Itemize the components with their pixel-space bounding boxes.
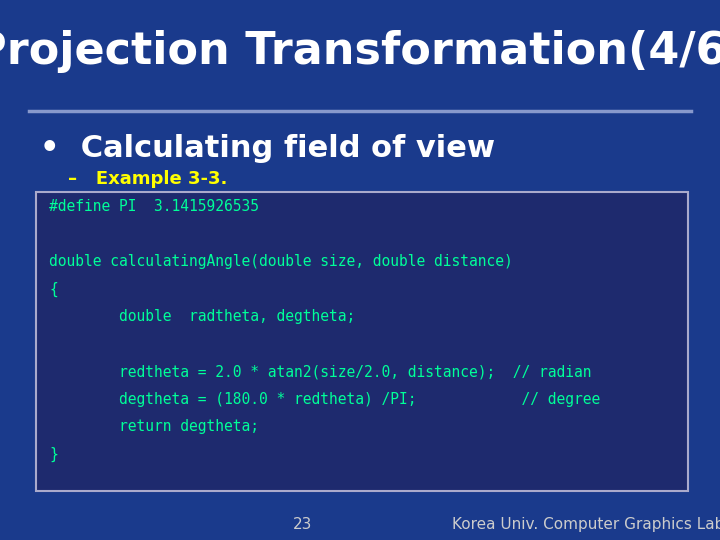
Text: 23: 23 <box>293 517 312 532</box>
Text: redtheta = 2.0 * atan2(size/2.0, distance);  // radian: redtheta = 2.0 * atan2(size/2.0, distanc… <box>49 364 591 379</box>
Text: •  Calculating field of view: • Calculating field of view <box>40 134 495 163</box>
Text: {: { <box>49 281 58 296</box>
Text: degtheta = (180.0 * redtheta) /PI;            // degree: degtheta = (180.0 * redtheta) /PI; // de… <box>49 392 600 407</box>
Text: double  radtheta, degtheta;: double radtheta, degtheta; <box>49 309 355 324</box>
Text: #define PI  3.1415926535: #define PI 3.1415926535 <box>49 199 259 214</box>
Text: Projection Transformation(4/6): Projection Transformation(4/6) <box>0 30 720 73</box>
Text: return degtheta;: return degtheta; <box>49 419 259 434</box>
FancyBboxPatch shape <box>36 192 688 491</box>
Text: double calculatingAngle(double size, double distance): double calculatingAngle(double size, dou… <box>49 254 513 269</box>
Text: }: } <box>49 447 58 462</box>
Text: –   Example 3-3.: – Example 3-3. <box>68 170 228 188</box>
Text: Korea Univ. Computer Graphics Lab.: Korea Univ. Computer Graphics Lab. <box>451 517 720 532</box>
